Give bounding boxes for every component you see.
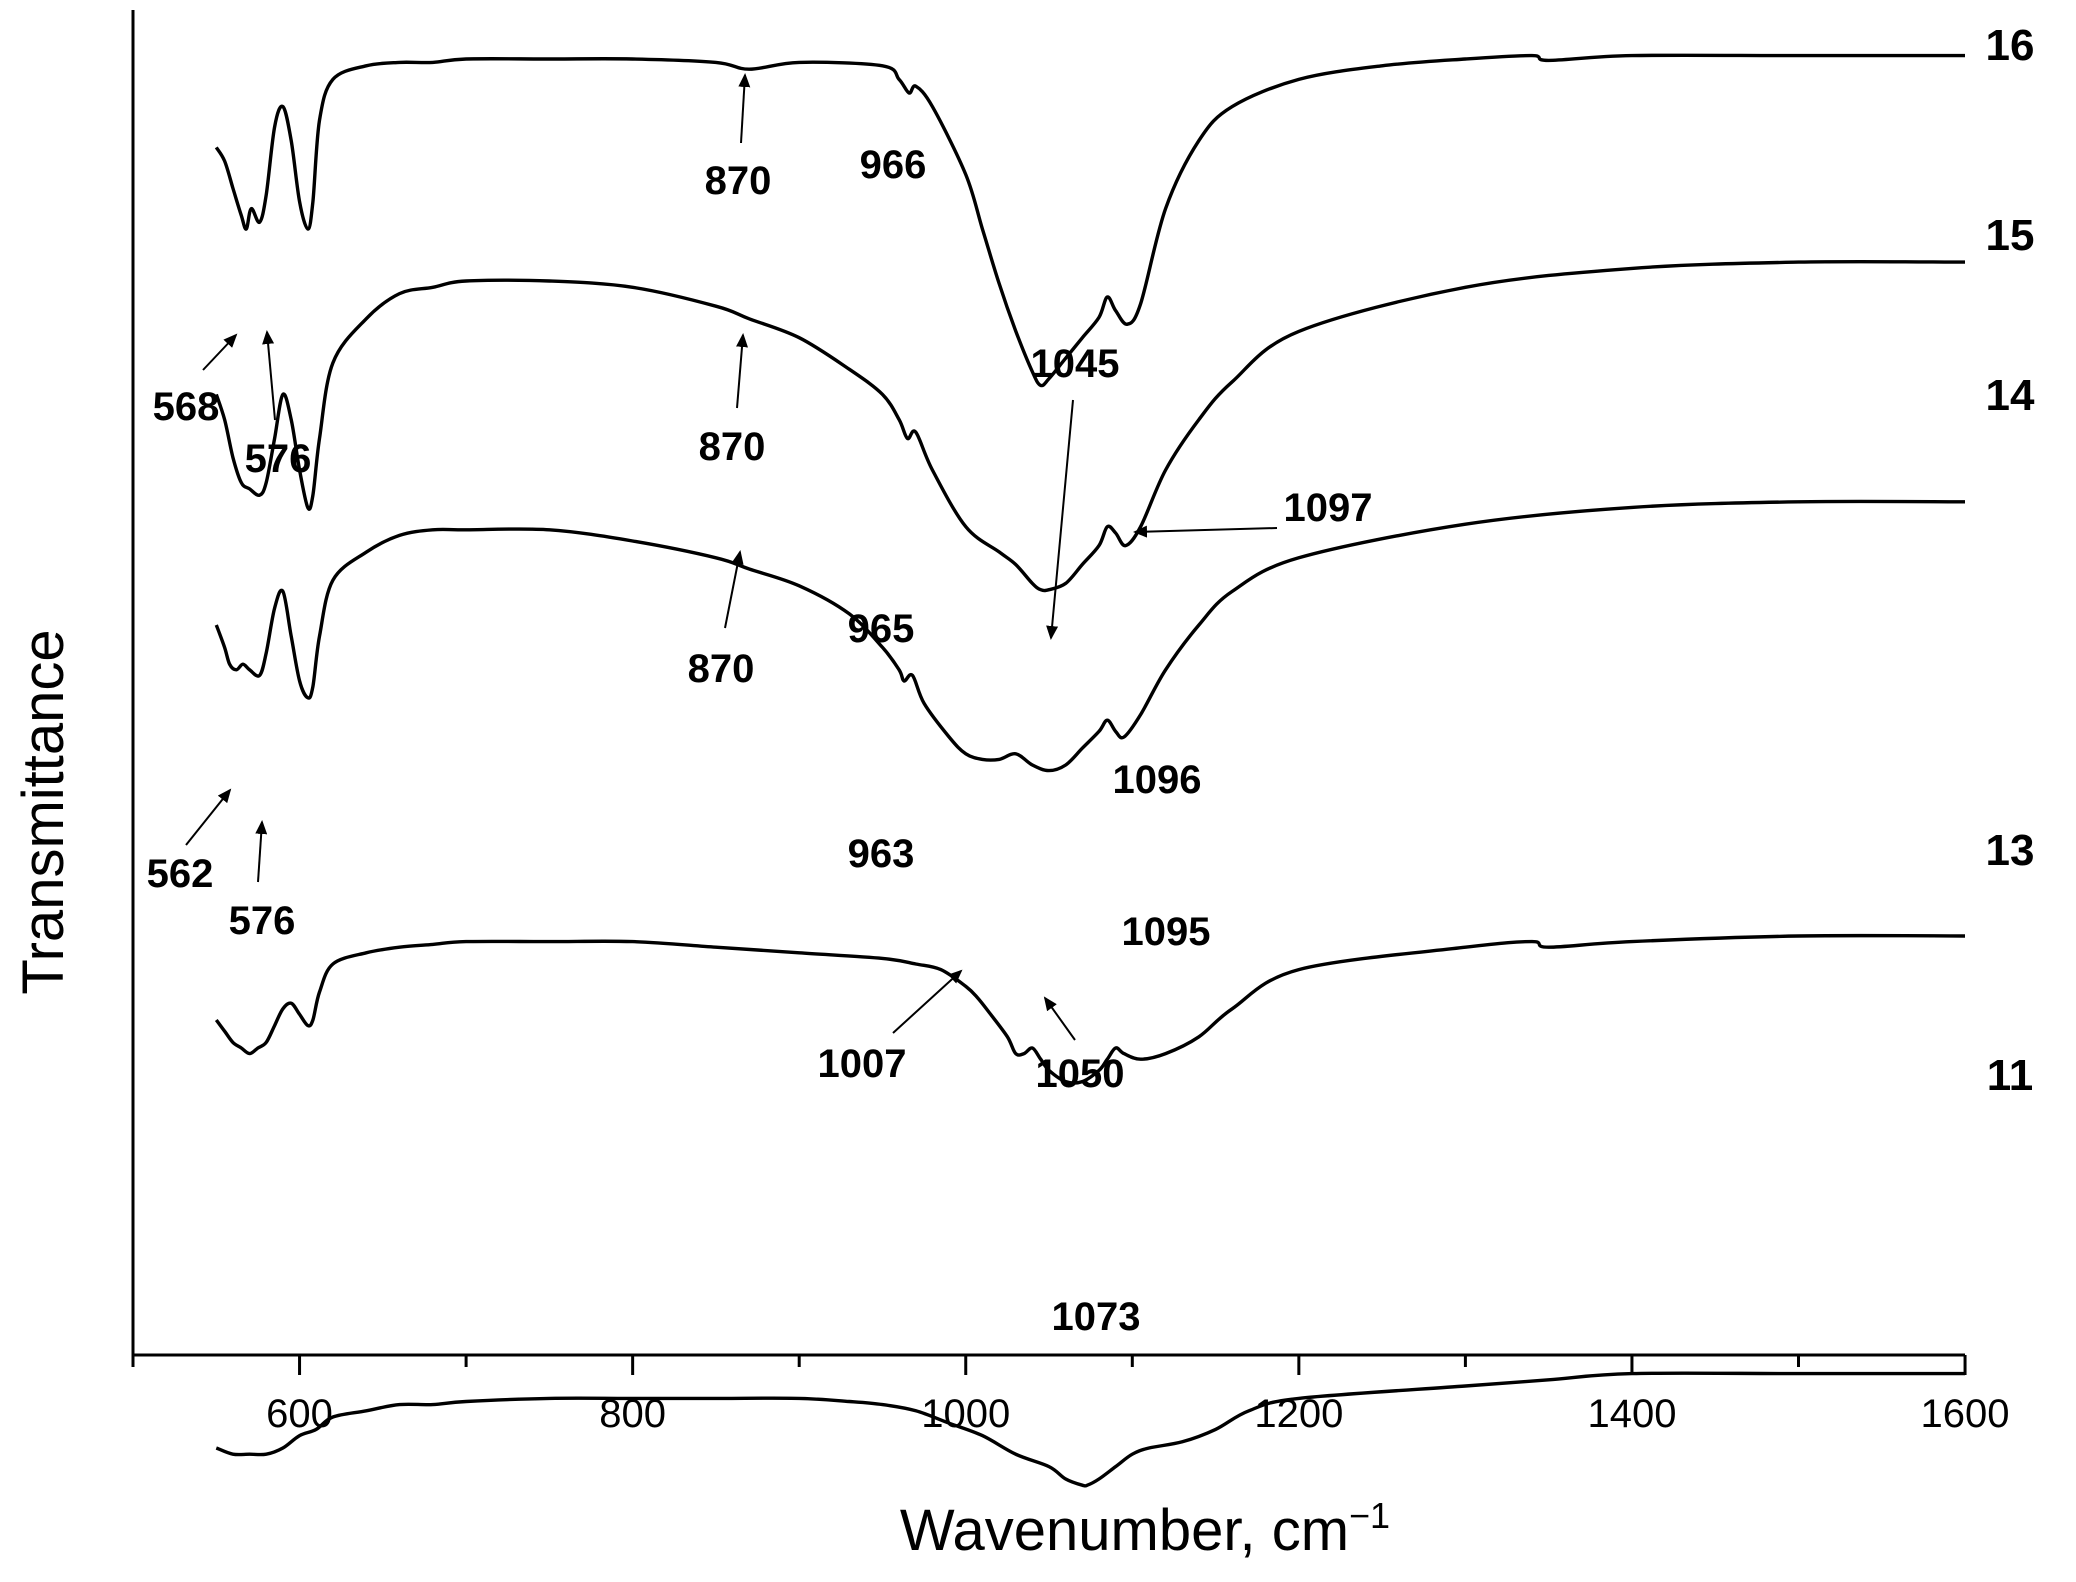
peak-annotation: 965 [848,607,915,651]
peak-annotation: 1095 [1122,910,1211,954]
series-label: 11 [1987,1051,2034,1100]
annotation-arrow [892,969,963,1034]
series-line-16 [214,53,1965,388]
series-label: 16 [1986,21,2035,70]
annotation-arrow [185,788,232,846]
peak-annotation: 1097 [1284,486,1373,530]
annotation-arrow [1046,399,1074,640]
series-line-13 [214,933,1966,1085]
x-axis-title-superscript: −1 [1349,1495,1390,1536]
peak-annotation: 870 [705,159,772,203]
peak-annotation: 576 [229,899,296,943]
annotation-layer: 16 15 14 13 11 568 576 870 966 1045 1097 870 965 1096… [147,21,2035,1339]
annotation-arrow [202,333,238,371]
series-label: 14 [1986,371,2035,420]
annotation-arrow [255,820,268,883]
annotation-arrow [262,330,276,421]
annotation-arrow [738,73,751,144]
peak-annotation: 562 [147,852,214,896]
x-axis-title: Wavenumber, cm−1 [900,1495,1390,1563]
series-line-14 [214,499,1966,773]
series-label: 13 [1986,826,2035,875]
annotation-arrow [1043,996,1076,1041]
peak-annotation: 1096 [1113,758,1202,802]
peak-annotation: 966 [860,143,927,187]
peak-annotation: 1007 [818,1042,907,1086]
peak-annotation: 1073 [1052,1295,1141,1339]
annotation-arrow [736,333,748,409]
axes: 600 800 1000 1200 1400 1600 [131,10,2010,1436]
peak-annotation: 1050 [1036,1052,1125,1096]
y-axis-title: Transmittance [11,629,76,994]
x-tick-label: 1600 [1921,1392,2010,1436]
series-line-15 [214,259,1966,593]
annotation-arrow [1133,525,1278,538]
x-tick-label: 600 [266,1392,333,1436]
peak-annotation: 568 [153,385,220,429]
peak-annotation: 963 [848,832,915,876]
peak-annotation: 1045 [1031,342,1120,386]
series-line-11 [215,1371,1965,1488]
x-axis-title-text: Wavenumber, cm [900,1498,1349,1563]
peak-annotation: 870 [688,647,755,691]
peak-annotation: 870 [699,425,766,469]
series-label: 15 [1986,211,2035,260]
x-tick-label: 1400 [1587,1392,1676,1436]
peak-annotation: 576 [245,437,312,481]
series-layer [214,53,1966,1488]
annotation-arrow [724,550,744,629]
